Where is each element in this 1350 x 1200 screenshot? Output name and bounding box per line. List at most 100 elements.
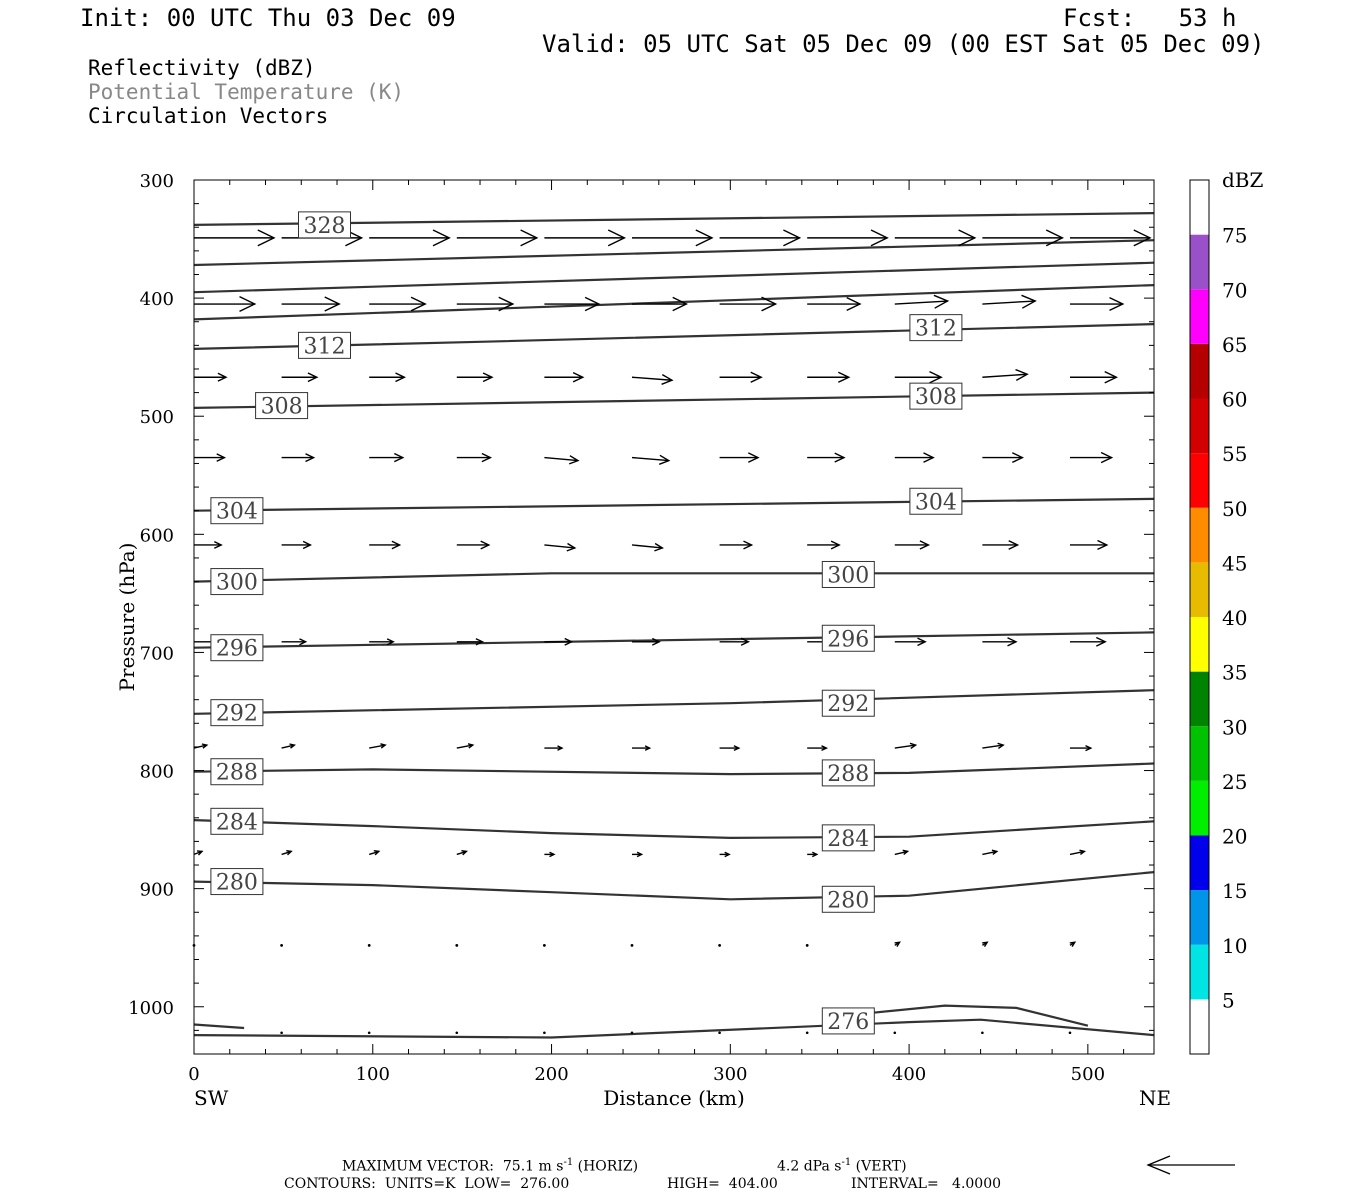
x-end-label-left: SW bbox=[194, 1086, 229, 1110]
contour-label-box bbox=[821, 689, 875, 717]
contour-label: 280 bbox=[827, 888, 869, 913]
vector-head bbox=[1085, 744, 1093, 752]
colorbar-tick-label: 30 bbox=[1222, 715, 1247, 739]
axis-labels: 300 400 500 600 700 800 900 1000 0 100 200 300 400 50… bbox=[115, 171, 1171, 1110]
vector-head bbox=[549, 851, 556, 858]
contour-labels: 328 312 312 308 308 304 304 300 300 296 296 292 292 2… bbox=[210, 211, 963, 1035]
colorbar-segment bbox=[1190, 453, 1209, 508]
contour-label-box bbox=[298, 211, 352, 239]
vector-shaft bbox=[631, 544, 663, 549]
vector-head bbox=[289, 743, 296, 749]
vector-head bbox=[1079, 849, 1087, 855]
vector-dot bbox=[455, 943, 459, 947]
vector-head bbox=[432, 229, 451, 247]
contour-label-box bbox=[821, 885, 875, 913]
contour-label: 308 bbox=[915, 385, 957, 410]
contour-label-box bbox=[210, 807, 264, 835]
contours-units: UNITS=K bbox=[384, 1176, 456, 1192]
vector-head bbox=[324, 296, 341, 312]
contours-high-value: 404.00 bbox=[728, 1176, 778, 1192]
vector-head bbox=[557, 745, 564, 751]
vector-head bbox=[201, 743, 209, 749]
colorbar-segment bbox=[1190, 234, 1209, 290]
contour-label: 284 bbox=[216, 810, 258, 835]
contour-label-box bbox=[909, 382, 963, 410]
vector-dot bbox=[981, 1031, 984, 1035]
colorbar-segment bbox=[1190, 835, 1209, 891]
vector-dot bbox=[805, 943, 809, 947]
vector-head bbox=[481, 452, 493, 463]
vector-shaft bbox=[982, 850, 997, 856]
vector-dot bbox=[543, 1031, 546, 1035]
max-vert-value: 4.2 bbox=[777, 1158, 800, 1175]
max-vert-tag: (VERT) bbox=[855, 1158, 907, 1175]
contour-label: 304 bbox=[915, 490, 957, 515]
vector-head bbox=[391, 540, 402, 550]
vector-head bbox=[482, 372, 494, 383]
vector-head bbox=[373, 850, 381, 856]
y-axis-label: Pressure (hPa) bbox=[115, 543, 139, 692]
vector-shaft bbox=[982, 300, 1036, 305]
theta-contour-line bbox=[193, 212, 1155, 226]
vector-shaft bbox=[456, 744, 473, 749]
vector-head bbox=[302, 540, 313, 550]
contours-label: CONTOURS: bbox=[284, 1176, 376, 1192]
contour-label: 280 bbox=[216, 871, 258, 896]
y-tick-label: 400 bbox=[140, 289, 174, 310]
vector-head bbox=[216, 453, 227, 462]
vector-head bbox=[564, 637, 574, 646]
contour-label-box bbox=[821, 1007, 875, 1035]
vector-shaft bbox=[368, 850, 380, 856]
vector-head bbox=[1069, 941, 1077, 947]
x-tick-label: 500 bbox=[1071, 1064, 1105, 1085]
contour-label: 288 bbox=[216, 761, 258, 786]
vector-head bbox=[997, 742, 1005, 749]
vector-head bbox=[480, 540, 491, 550]
contour-label: 292 bbox=[216, 702, 258, 727]
vector-head bbox=[933, 294, 950, 309]
contour-label: 276 bbox=[827, 1010, 869, 1035]
contour-label-box bbox=[821, 759, 875, 787]
vector-head bbox=[196, 850, 204, 856]
vector-head bbox=[837, 371, 851, 383]
vector-shaft bbox=[544, 544, 575, 549]
footer-interval: INTERVAL= 4.0000 bbox=[851, 1176, 1001, 1192]
y-tick-label: 300 bbox=[140, 171, 174, 192]
contour-label: 300 bbox=[216, 571, 258, 596]
vector-head bbox=[498, 296, 515, 312]
vector-head bbox=[929, 370, 943, 384]
contour-label: 312 bbox=[915, 317, 957, 342]
vector-dot bbox=[805, 1031, 809, 1035]
vector-head bbox=[783, 229, 802, 247]
colorbar-tick-label: 45 bbox=[1222, 551, 1247, 575]
theta-contour-line bbox=[193, 762, 1155, 776]
vector-head bbox=[1008, 540, 1020, 550]
vector-shaft bbox=[456, 850, 467, 856]
y-tick-label: 700 bbox=[140, 643, 174, 664]
colorbar-segment bbox=[1190, 343, 1209, 399]
contour-label-box bbox=[210, 497, 264, 525]
colorbar-segment bbox=[1190, 398, 1209, 454]
vector-head bbox=[566, 542, 577, 552]
contour-label: 328 bbox=[304, 214, 346, 239]
vector-shaft bbox=[1069, 850, 1085, 856]
contours-high-label: HIGH= bbox=[667, 1176, 720, 1192]
x-tick-label: 300 bbox=[713, 1064, 747, 1085]
vector-head bbox=[299, 638, 308, 646]
vector-shaft bbox=[369, 744, 386, 749]
colorbar-segment bbox=[1190, 780, 1209, 836]
colorbar-tick-label: 55 bbox=[1222, 442, 1247, 466]
plot-frame bbox=[193, 179, 1155, 1055]
y-tick-label: 1000 bbox=[128, 998, 174, 1019]
vector-head bbox=[1021, 294, 1037, 309]
theta-contour-line bbox=[193, 819, 1155, 840]
vector-head bbox=[644, 745, 652, 751]
vector-dot bbox=[367, 943, 371, 947]
vector-head bbox=[1011, 452, 1025, 464]
colorbar-tick-label: 5 bbox=[1222, 988, 1235, 1012]
vector-head bbox=[917, 637, 927, 647]
vector-head bbox=[870, 229, 889, 247]
theta-contour-line bbox=[193, 871, 1155, 901]
vector-head bbox=[761, 296, 778, 312]
